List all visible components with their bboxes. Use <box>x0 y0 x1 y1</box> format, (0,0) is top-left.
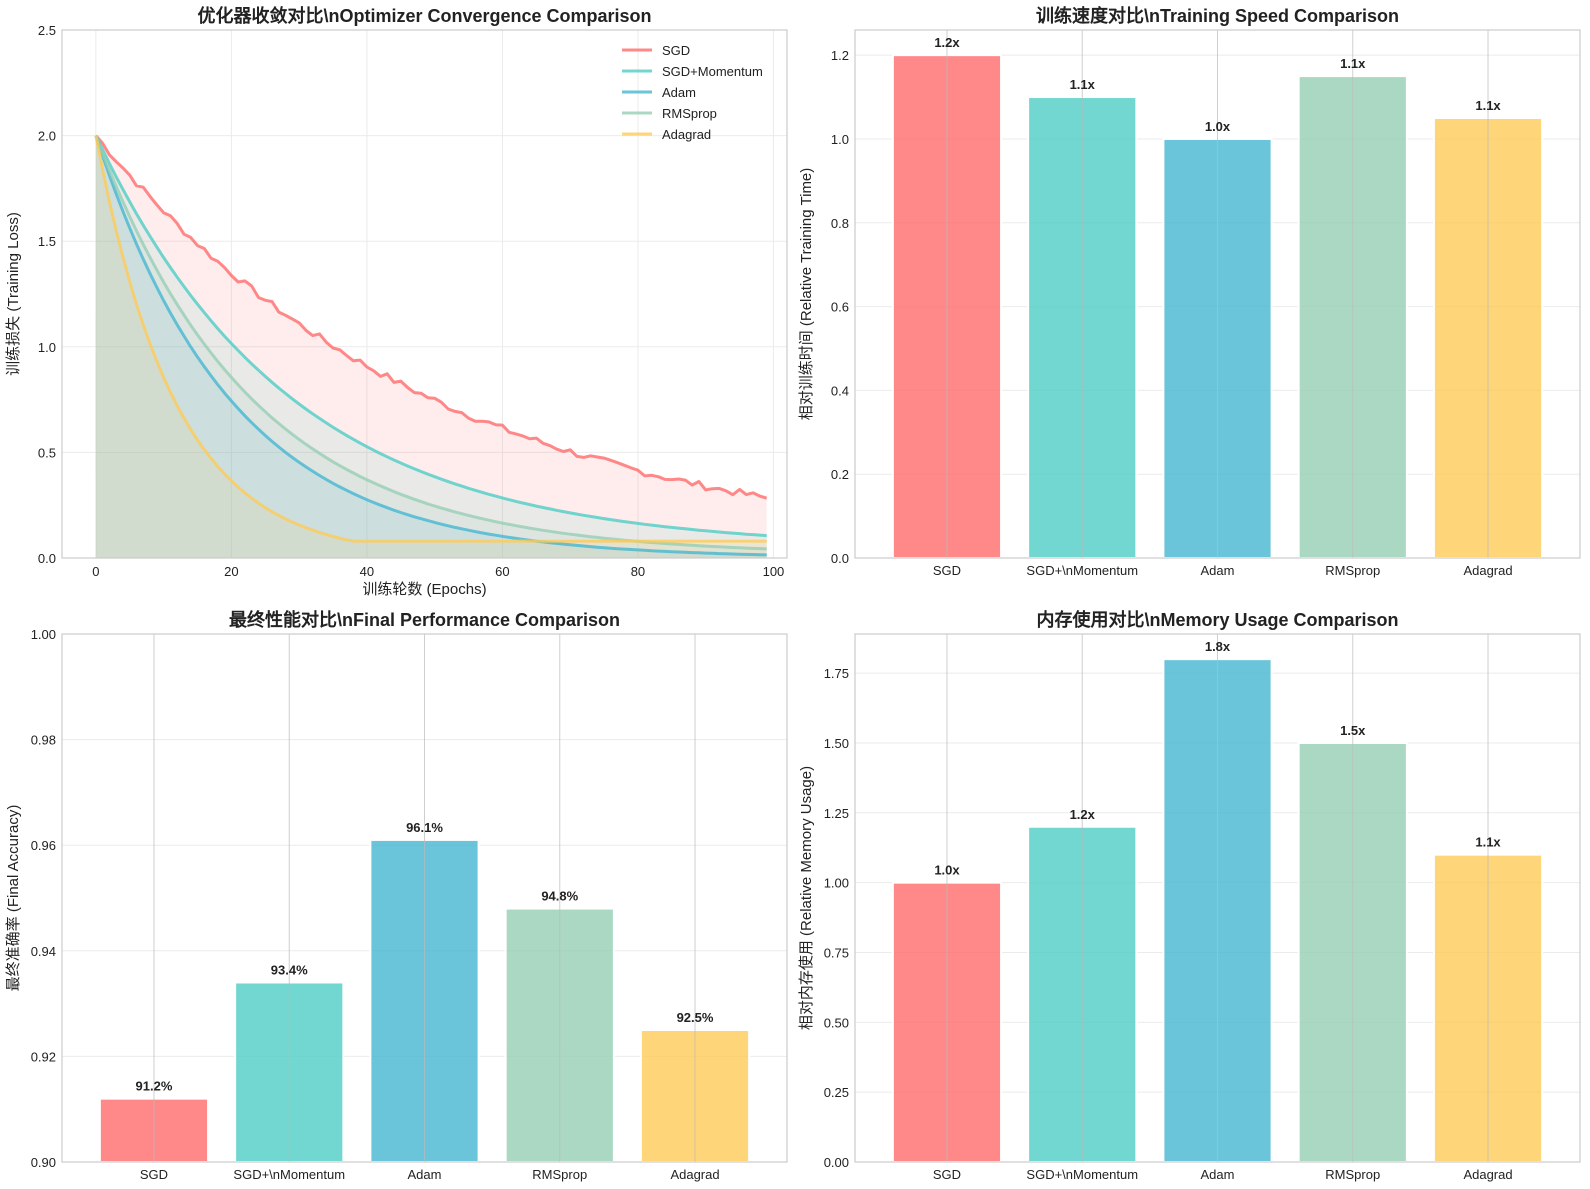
x-tick-label: SGD+\nMomentum <box>233 1167 345 1182</box>
data-label: 96.1% <box>406 820 443 835</box>
legend-entry: SGD+Momentum <box>662 64 763 79</box>
y-tick-label: 0.92 <box>31 1049 56 1064</box>
panel-2: 0.0 0.2 0.4 0.6 0.8 1.0 1.2 1.2x SGD 1.1x SGD+\nMo… <box>798 5 1581 578</box>
data-label: 1.1x <box>1475 98 1501 113</box>
y-tick-label: 0.90 <box>31 1155 56 1170</box>
plot-frame <box>61 633 788 1163</box>
series-area-sgd <box>95 135 767 558</box>
y-tick-label: 0.0 <box>831 551 849 566</box>
series-line-adam <box>94 135 767 557</box>
series-area-sgd-momentum <box>95 135 767 558</box>
series-area-adagrad <box>95 135 767 558</box>
y-axis-label: 训练损失 (Training Loss) <box>5 212 22 376</box>
y-tick-label: 1.00 <box>31 627 56 642</box>
y-tick-label: 0.25 <box>824 1085 849 1100</box>
x-tick-label: Adagrad <box>1463 563 1512 578</box>
x-tick-label: Adam <box>1201 563 1235 578</box>
y-tick-label: 0.75 <box>824 945 849 960</box>
legend-entry: RMSprop <box>662 106 717 121</box>
plot-frame <box>854 29 1581 559</box>
y-tick-label: 0.2 <box>831 467 849 482</box>
y-axis-label: 相对训练时间 (Relative Training Time) <box>798 168 815 421</box>
x-tick-label: SGD+\nMomentum <box>1026 1167 1138 1182</box>
y-tick-label: 1.0 <box>831 132 849 147</box>
plot-area <box>62 30 787 558</box>
x-tick-label: SGD <box>933 1167 961 1182</box>
data-label: 1.2x <box>1070 807 1096 822</box>
x-tick-label: 40 <box>360 564 374 579</box>
y-tick-label: 0.00 <box>824 1155 849 1170</box>
y-tick-label: 2.5 <box>38 23 56 38</box>
series-line-rmsprop <box>94 135 767 551</box>
y-tick-label: 0.0 <box>38 551 56 566</box>
x-tick-label: RMSprop <box>532 1167 587 1182</box>
chart-title: 优化器收敛对比\nOptimizer Convergence Compariso… <box>197 5 651 26</box>
legend-entry: Adam <box>662 85 696 100</box>
x-tick-label: 100 <box>763 564 785 579</box>
y-tick-label: 1.50 <box>824 736 849 751</box>
panel-3: 0.90 0.92 0.94 0.96 0.98 1.00 91.2% SGD 93.4% SGD… <box>5 609 788 1182</box>
series-area-adam <box>95 135 767 558</box>
y-tick-label: 0.98 <box>31 733 56 748</box>
y-tick-label: 0.96 <box>31 838 56 853</box>
y-tick-label: 0.4 <box>831 383 849 398</box>
x-tick-label: Adagrad <box>1463 1167 1512 1182</box>
panel-1: 0.0 0.5 1.0 1.5 2.0 2.5 0 20 40 60 80 100 SGD SGD+Mom… <box>5 5 788 598</box>
data-label: 1.1x <box>1070 77 1096 92</box>
legend-entry: Adagrad <box>662 127 711 142</box>
plot-frame <box>854 633 1581 1163</box>
legend: SGD SGD+Momentum Adam RMSprop Adagrad <box>622 43 763 142</box>
data-label: 1.2x <box>934 35 960 50</box>
data-label: 92.5% <box>677 1010 714 1025</box>
x-tick-label: SGD <box>140 1167 168 1182</box>
x-tick-label: RMSprop <box>1325 563 1380 578</box>
data-label: 1.1x <box>1340 56 1366 71</box>
data-label: 94.8% <box>541 889 578 904</box>
y-tick-label: 0.50 <box>824 1015 849 1030</box>
y-axis-label: 相对内存使用 (Relative Memory Usage) <box>798 766 815 1030</box>
panel-4: 0.00 0.25 0.50 0.75 1.00 1.25 1.50 1.75 1.0x SGD 1… <box>798 609 1581 1182</box>
y-tick-label: 0.94 <box>31 944 56 959</box>
y-tick-label: 1.25 <box>824 806 849 821</box>
data-label: 1.0x <box>1205 119 1231 134</box>
x-axis-label: 训练轮数 (Epochs) <box>362 581 486 598</box>
y-tick-label: 1.0 <box>38 340 56 355</box>
chart-title: 训练速度对比\nTraining Speed Comparison <box>1036 5 1399 26</box>
chart-title: 最终性能对比\nFinal Performance Comparison <box>229 609 620 630</box>
x-tick-label: 20 <box>224 564 238 579</box>
y-tick-label: 0.6 <box>831 300 849 315</box>
legend-entry: SGD <box>662 43 690 58</box>
x-tick-label: SGD <box>933 563 961 578</box>
y-axis-label: 最终准确率 (Final Accuracy) <box>5 805 22 992</box>
series-line-sgd <box>94 134 768 500</box>
series-line-sgd-momentum <box>94 134 767 538</box>
x-tick-label: RMSprop <box>1325 1167 1380 1182</box>
y-tick-label: 2.0 <box>38 129 56 144</box>
data-label: 1.1x <box>1475 835 1501 850</box>
data-label: 93.4% <box>271 962 308 977</box>
x-tick-label: 60 <box>495 564 509 579</box>
x-tick-label: Adam <box>1201 1167 1235 1182</box>
y-tick-label: 0.8 <box>831 216 849 231</box>
data-label: 1.5x <box>1340 723 1366 738</box>
y-tick-label: 1.5 <box>38 234 56 249</box>
x-tick-label: 0 <box>92 564 99 579</box>
series-area-rmsprop <box>95 135 767 558</box>
y-tick-label: 1.00 <box>824 876 849 891</box>
y-tick-label: 1.75 <box>824 666 849 681</box>
y-tick-label: 1.2 <box>831 48 849 63</box>
plot-frame <box>61 29 788 559</box>
data-label: 1.0x <box>934 863 960 878</box>
x-tick-label: Adagrad <box>670 1167 719 1182</box>
series-line-adagrad <box>94 135 767 543</box>
x-tick-label: Adam <box>408 1167 442 1182</box>
data-label: 91.2% <box>136 1079 173 1094</box>
data-label: 1.8x <box>1205 639 1231 654</box>
y-tick-label: 0.5 <box>38 445 56 460</box>
chart-title: 内存使用对比\nMemory Usage Comparison <box>1036 609 1398 630</box>
x-tick-label: SGD+\nMomentum <box>1026 563 1138 578</box>
x-tick-label: 80 <box>631 564 645 579</box>
